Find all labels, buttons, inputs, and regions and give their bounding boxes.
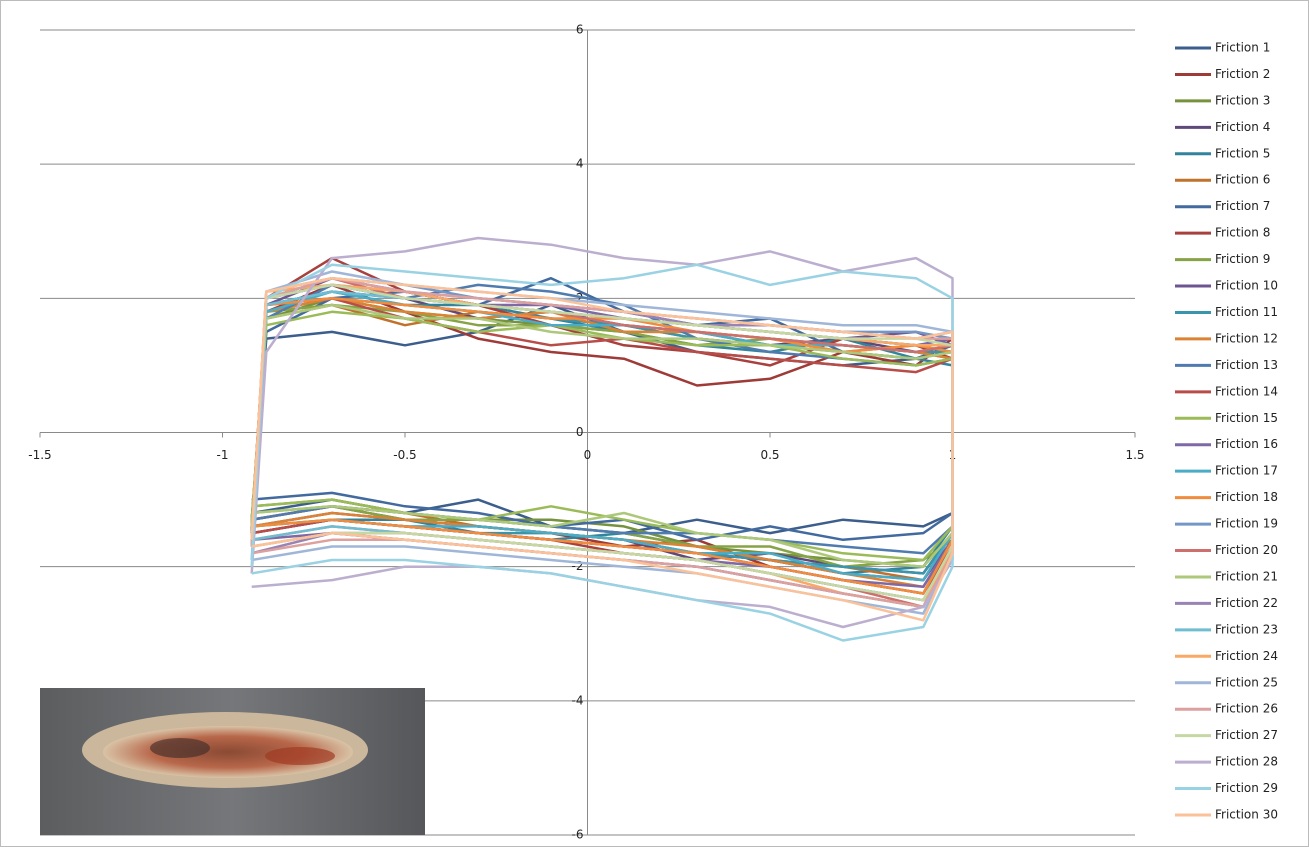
- x-tick-label: -0.5: [393, 448, 416, 462]
- legend-label: Friction 4: [1215, 120, 1270, 134]
- y-tick-label: -6: [572, 828, 584, 842]
- legend-label: Friction 26: [1215, 702, 1278, 716]
- y-tick-label: -2: [572, 559, 584, 573]
- legend-label: Friction 7: [1215, 199, 1270, 213]
- x-tick-label: 1.5: [1125, 448, 1144, 462]
- legend-label: Friction 15: [1215, 411, 1278, 425]
- x-tick-label: -1.5: [28, 448, 51, 462]
- x-tick-label: -1: [217, 448, 229, 462]
- legend-label: Friction 2: [1215, 67, 1270, 81]
- legend-label: Friction 18: [1215, 490, 1278, 504]
- legend-label: Friction 16: [1215, 437, 1278, 451]
- x-tick-label: 0.5: [760, 448, 779, 462]
- legend-label: Friction 29: [1215, 781, 1278, 795]
- legend-label: Friction 30: [1215, 808, 1278, 822]
- legend-label: Friction 5: [1215, 146, 1270, 160]
- legend-label: Friction 9: [1215, 252, 1270, 266]
- y-tick-label: 0: [576, 425, 584, 439]
- legend-label: Friction 28: [1215, 755, 1278, 769]
- legend-label: Friction 23: [1215, 622, 1278, 636]
- legend-label: Friction 19: [1215, 517, 1278, 531]
- series-line: [250, 263, 954, 642]
- legend-label: Friction 12: [1215, 331, 1278, 345]
- y-tick-label: -4: [572, 693, 584, 707]
- series-line: [250, 276, 954, 622]
- legend-label: Friction 24: [1215, 649, 1278, 663]
- legend-label: Friction 10: [1215, 279, 1278, 293]
- x-tick-label: 0: [584, 448, 592, 462]
- legend: Friction 1 Friction 2 Friction 3 Friction 4…: [1175, 41, 1278, 822]
- legend-label: Friction 21: [1215, 569, 1278, 583]
- legend-label: Friction 22: [1215, 596, 1278, 610]
- inset-photo: [40, 688, 425, 835]
- legend-label: Friction 14: [1215, 384, 1278, 398]
- legend-label: Friction 13: [1215, 358, 1278, 372]
- y-tick-label: 4: [576, 157, 584, 171]
- legend-label: Friction 25: [1215, 675, 1278, 689]
- legend-label: Friction 1: [1215, 41, 1270, 55]
- legend-label: Friction 8: [1215, 226, 1270, 240]
- legend-label: Friction 6: [1215, 173, 1270, 187]
- legend-label: Friction 11: [1215, 305, 1278, 319]
- legend-label: Friction 20: [1215, 543, 1278, 557]
- legend-label: Friction 17: [1215, 464, 1278, 478]
- legend-label: Friction 27: [1215, 728, 1278, 742]
- legend-label: Friction 3: [1215, 93, 1270, 107]
- y-tick-label: 6: [576, 23, 584, 37]
